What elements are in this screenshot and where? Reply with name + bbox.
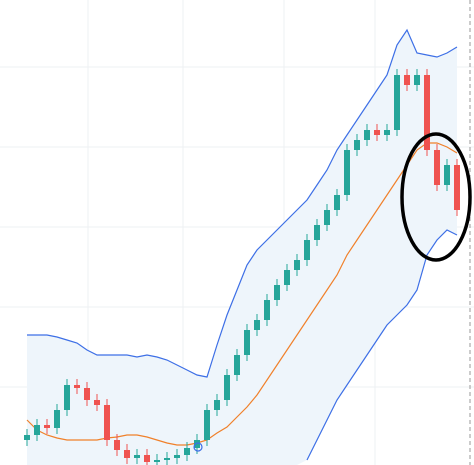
candle-body <box>424 75 430 150</box>
candle-body <box>154 460 160 462</box>
candle-body <box>134 455 140 458</box>
candle-body <box>434 150 440 185</box>
candle-body <box>144 455 150 462</box>
candle-body <box>254 320 260 330</box>
candle-body <box>64 385 70 410</box>
candle-body <box>194 440 200 448</box>
candle-body <box>374 130 380 135</box>
lower-line <box>306 229 458 461</box>
middle-line <box>26 142 458 446</box>
candle-body <box>344 150 350 195</box>
candle-body <box>324 210 330 225</box>
upper-line <box>27 28 458 378</box>
candle-body <box>244 330 250 355</box>
candle-body <box>314 225 320 240</box>
band-fill <box>27 30 457 465</box>
candle-body <box>404 75 410 85</box>
candle-body <box>114 440 120 450</box>
candle-body <box>264 300 270 320</box>
candle-body <box>204 410 210 440</box>
marker <box>193 442 203 452</box>
candle-body <box>124 450 130 458</box>
candle-body <box>24 435 30 440</box>
candle-body <box>444 165 450 185</box>
candle-body <box>224 375 230 400</box>
candle-body <box>394 75 400 130</box>
candle-body <box>94 400 100 405</box>
candle-body <box>184 448 190 455</box>
candle-body <box>284 270 290 285</box>
candle-body <box>414 75 420 85</box>
candle-body <box>34 425 40 435</box>
candle-body <box>174 455 180 458</box>
candle-body <box>364 130 370 140</box>
candle-body <box>44 425 50 428</box>
candle-body <box>54 410 60 428</box>
candle-body <box>354 140 360 150</box>
candle-body <box>104 405 110 440</box>
candle-body <box>304 240 310 260</box>
candle-body <box>164 458 170 460</box>
candle-body <box>294 260 300 270</box>
candle-body <box>384 130 390 135</box>
candle-body <box>334 195 340 210</box>
candle-body <box>234 355 240 375</box>
candle-body <box>84 388 90 400</box>
highlight-circle <box>400 132 472 262</box>
candle-body <box>274 285 280 300</box>
candle-body <box>74 385 80 388</box>
candle-body <box>454 165 460 210</box>
candle-body <box>214 400 220 410</box>
